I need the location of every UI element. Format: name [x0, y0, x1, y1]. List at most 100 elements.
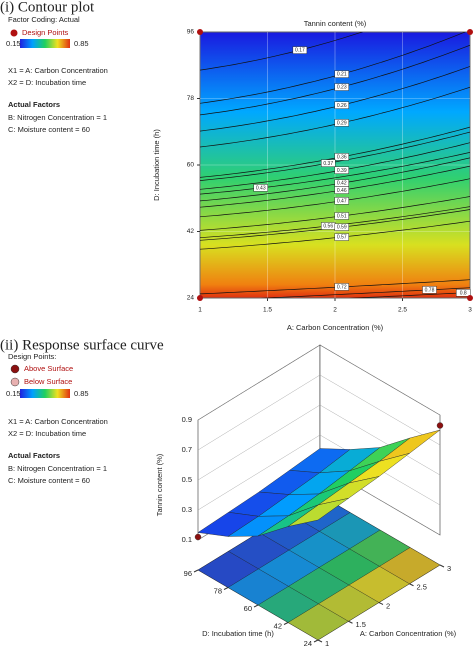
x-tick-label: 1.5: [356, 620, 366, 629]
z-axis-label: Tannin content (%): [155, 453, 164, 516]
surface-cell: [287, 498, 349, 527]
z-tick-label: 0.9: [182, 415, 192, 424]
legend-marker: [10, 377, 20, 387]
contour-label: 0.46: [337, 188, 347, 194]
x-tick-label: 2.5: [398, 307, 407, 314]
contour-label-box: [292, 46, 308, 54]
contour-label-box: [456, 289, 471, 297]
contour-line: [200, 32, 364, 71]
contour-label: 0.57: [337, 235, 347, 241]
contour-label-box: [422, 286, 437, 294]
y-tick-label: 96: [184, 569, 192, 578]
contour-label: 0.72: [337, 285, 347, 291]
contour-label-box: [334, 153, 349, 161]
y-tick-label: 60: [244, 604, 252, 613]
legend-label: Design Points: [22, 28, 69, 37]
legend-label: Below Surface: [24, 377, 72, 386]
y-axis-label: D: Incubation time (h): [152, 129, 161, 201]
panel-title: (ii) Response surface curve: [0, 337, 164, 353]
colorbar-max: 0.85: [74, 389, 89, 398]
contour-label-box: [321, 159, 336, 167]
design-point: [467, 29, 473, 35]
z-tick-label: 0.5: [182, 475, 192, 484]
y-tick-label: 24: [187, 295, 195, 302]
contour-label: 0.42: [337, 181, 347, 187]
contour-label: 0.59: [337, 225, 347, 231]
grid-line: [197, 434, 441, 511]
legend-heading: Factor Coding: Actual: [8, 15, 80, 24]
design-point: [436, 422, 444, 429]
legend-heading: Design Points:: [8, 352, 56, 361]
contour-label-box: [334, 283, 349, 291]
legend-marker: [10, 364, 20, 374]
contour-label: 0.21: [337, 72, 347, 78]
grid-line: [197, 374, 441, 451]
contour-label-box: [334, 166, 349, 174]
contour-line: [200, 152, 470, 195]
design-point: [194, 533, 202, 541]
contour-label: 0.23: [337, 85, 347, 91]
colorbar-min: 0.15: [6, 39, 21, 48]
y-tick-label: 42: [187, 228, 195, 235]
actual-line: B: Nitrogen Concentration = 1: [8, 113, 107, 122]
colorbar-min: 0.15: [6, 389, 21, 398]
factor-line: X1 = A: Carbon Concentration: [8, 66, 108, 75]
contour-label: 0.26: [337, 103, 347, 109]
panel-title: (i) Contour plot: [0, 0, 95, 15]
chart-title: Tannin content (%): [304, 19, 367, 28]
colorbar: [20, 389, 70, 398]
x-tick: [317, 639, 323, 643]
y-tick: [253, 604, 259, 608]
colorbar-max: 0.85: [74, 39, 89, 48]
x-axis-label: A: Carbon Concentration (%): [287, 323, 384, 332]
legend-label: Above Surface: [24, 364, 73, 373]
contour-label: 0.29: [337, 121, 347, 127]
contour-label-box: [334, 101, 349, 109]
contour-line: [347, 292, 470, 298]
design-point: [197, 295, 203, 301]
contour-label: 0.37: [323, 161, 333, 167]
y-tick-label: 60: [187, 162, 195, 169]
x-tick-label: 2: [386, 601, 390, 610]
z-tick-label: 0.3: [182, 505, 192, 514]
y-tick: [193, 569, 199, 573]
contour-label: 0.36: [337, 155, 347, 161]
z-tick-label: 0.1: [182, 535, 192, 544]
contour-label-box: [253, 184, 268, 192]
contour-label: 0.78: [425, 288, 435, 294]
factor-line: X2 = D: Incubation time: [8, 429, 86, 438]
x-tick-label: 2: [333, 307, 337, 314]
contour-label: 0.56: [323, 224, 333, 230]
y-tick-label: 42: [274, 621, 282, 630]
legend-marker: [10, 29, 18, 37]
grid-line: [197, 344, 441, 421]
x-tick: [378, 602, 384, 605]
factor-line: X2 = D: Incubation time: [8, 78, 86, 87]
y-tick: [283, 622, 289, 625]
x-axis-label: A: Carbon Concentration (%): [360, 629, 457, 638]
actual-line: B: Nitrogen Concentration = 1: [8, 464, 107, 473]
x-tick-label: 2.5: [417, 583, 427, 592]
y-tick: [313, 639, 319, 643]
x-tick-label: 1: [198, 307, 202, 314]
contour-label: 0.47: [337, 198, 347, 204]
z-tick-label: 0.7: [182, 445, 192, 454]
x-tick-label: 3: [447, 564, 451, 573]
y-axis-label: D: Incubation time (h): [202, 629, 274, 638]
y-tick-label: 78: [214, 586, 222, 595]
contour-label-box: [334, 70, 349, 78]
contour-label-box: [334, 119, 349, 127]
actual-heading: Actual Factors: [8, 100, 60, 109]
y-tick-label: 24: [304, 639, 312, 647]
x-tick: [348, 620, 353, 624]
x-tick-label: 1: [325, 639, 329, 647]
contour-label: 0.39: [337, 168, 347, 174]
contour-label-box: [334, 83, 349, 91]
design-point: [197, 29, 203, 35]
actual-line: C: Moisture content = 60: [8, 125, 90, 134]
x-tick-label: 3: [468, 307, 472, 314]
contour-label: 0.43: [256, 186, 266, 192]
contour-label-box: [334, 212, 349, 220]
contour-label: 0.17: [295, 48, 305, 54]
